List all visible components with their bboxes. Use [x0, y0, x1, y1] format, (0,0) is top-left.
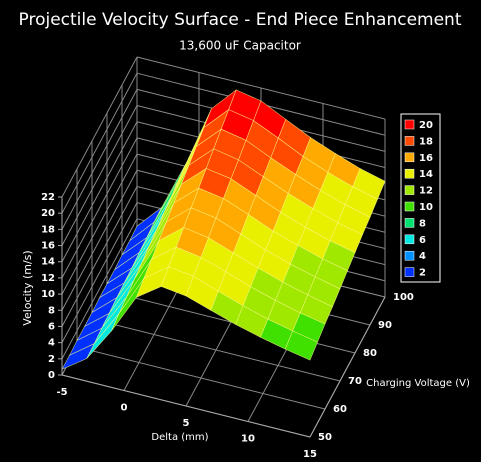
z-tick-label: 0 [48, 370, 55, 381]
y-tick-label: 80 [363, 348, 377, 359]
side-grid-line [61, 72, 138, 214]
side-grid-line [61, 170, 138, 311]
surface-cell [284, 330, 318, 361]
legend-label: 4 [419, 251, 426, 262]
legend-swatch [404, 152, 415, 163]
legend-label: 6 [419, 235, 426, 246]
legend-swatch [404, 267, 415, 277]
side-grid-line [61, 105, 138, 246]
legend-swatch [404, 136, 415, 146]
chart-title: Projectile Velocity Surface - End Piece … [19, 10, 462, 30]
side-grid-line [61, 202, 138, 343]
x-tick-label: 0 [121, 403, 128, 414]
z-tick-label: 10 [41, 289, 55, 300]
x-axis-line [61, 374, 311, 438]
y-tick-label: 100 [393, 292, 414, 303]
legend-label: 18 [419, 136, 433, 147]
y-tick-label: 70 [348, 376, 362, 387]
z-tick-label: 2 [48, 354, 55, 365]
y-axis-label: Charging Voltage (V) [366, 378, 470, 389]
x-axis-label: Delta (mm) [151, 432, 208, 443]
legend-swatch [404, 201, 415, 212]
y-tick-label: 90 [378, 320, 392, 331]
legend-label: 16 [419, 153, 433, 164]
chart-subtitle: 13,600 uF Capacitor [179, 39, 301, 53]
side-grid-line [61, 218, 138, 360]
x-tick-label: 5 [183, 418, 190, 429]
side-grid-line [61, 121, 138, 262]
side-grid-line [61, 89, 138, 230]
legend-label: 10 [419, 202, 433, 213]
side-grid-line [61, 186, 138, 327]
side-grid-line [61, 56, 138, 198]
z-tick-label: 8 [48, 305, 55, 316]
side-grid-line [61, 153, 138, 295]
z-tick-label: 4 [48, 338, 55, 349]
z-tick-label: 22 [41, 192, 55, 203]
z-tick-label: 14 [41, 257, 55, 268]
x-tick-label: 10 [241, 434, 255, 445]
y-tick-label: 50 [318, 432, 332, 443]
z-tick-label: 6 [48, 321, 55, 332]
z-tick-label: 16 [41, 241, 55, 252]
x-tick-label: 15 [303, 449, 317, 460]
legend-swatch [404, 218, 415, 228]
legend-swatch [404, 168, 415, 179]
z-tick-label: 20 [41, 208, 55, 219]
z-axis-label: Velocity (m/s) [21, 250, 34, 325]
floor-grid-line [76, 346, 326, 410]
legend-label: 8 [419, 218, 426, 229]
legend-label: 20 [419, 120, 433, 131]
legend-label: 12 [419, 186, 433, 197]
legend-swatch [404, 250, 415, 261]
legend-label: 14 [419, 169, 433, 180]
floor-grid-line [91, 318, 341, 382]
z-tick-label: 18 [41, 224, 55, 235]
y-axis-line [309, 296, 386, 438]
z-tick-label: 12 [41, 273, 55, 284]
side-grid-line [61, 137, 138, 279]
y-tick-label: 60 [333, 404, 347, 415]
legend-swatch [404, 119, 415, 130]
legend-swatch [404, 234, 415, 245]
legend-swatch [404, 185, 415, 195]
legend-label: 2 [419, 268, 426, 279]
back-grid-line [136, 56, 386, 120]
x-tick-label: -5 [56, 387, 67, 398]
